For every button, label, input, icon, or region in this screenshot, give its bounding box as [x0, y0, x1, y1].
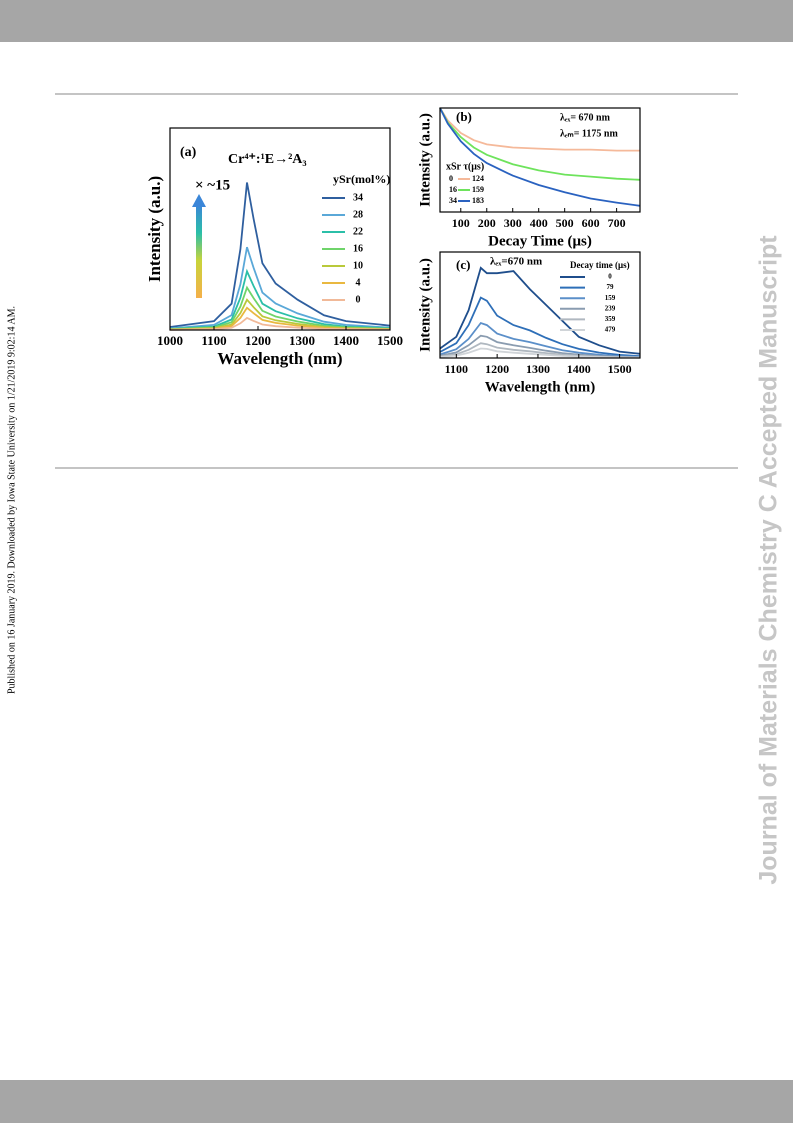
annotation: λₑₓ=670 nm [490, 256, 542, 268]
legend-label: 0 [608, 273, 612, 281]
annotation: λₑₓ= 670 nm [560, 112, 611, 123]
legend-label: 4 [356, 277, 361, 288]
x-tick-label: 1100 [201, 333, 226, 348]
arrow-head [192, 194, 206, 207]
legend-label: 159 [605, 294, 616, 302]
x-tick-label: 300 [504, 216, 522, 230]
series-line [439, 107, 641, 181]
annotation: λₑₘ= 1175 nm [560, 128, 618, 139]
legend-label: 79 [607, 283, 615, 291]
legend-label: 479 [605, 326, 616, 334]
series-line [169, 316, 391, 331]
legend-label: 16 [449, 185, 457, 194]
series-line [439, 107, 641, 207]
x-tick-label: 400 [530, 216, 548, 230]
x-axis-label: Decay Time (μs) [488, 233, 592, 249]
plot-frame [439, 251, 641, 359]
y-axis-label: Intensity (a.u.) [417, 258, 433, 352]
legend-label: 0 [356, 294, 361, 305]
x-tick-label: 1500 [608, 362, 632, 376]
annotation: × ~15 [195, 177, 230, 193]
x-tick-label: 1400 [333, 333, 359, 348]
y-axis-label: Intensity (a.u.) [145, 176, 164, 282]
x-tick-label: 200 [478, 216, 496, 230]
x-tick-label: 1300 [289, 333, 315, 348]
series-line [169, 182, 391, 328]
series-line [439, 321, 641, 358]
legend-tau: 183 [472, 196, 484, 205]
x-tick-label: 1200 [245, 333, 271, 348]
legend-label: 359 [605, 315, 616, 323]
x-tick-label: 1000 [157, 333, 183, 348]
x-axis-label: Wavelength (nm) [485, 379, 595, 395]
x-tick-label: 100 [452, 216, 470, 230]
series-line [439, 107, 640, 152]
legend-title: ySr(mol%) [333, 172, 390, 186]
legend-title: Decay time (μs) [570, 260, 630, 270]
legend-label: 22 [353, 226, 363, 237]
legend-label: 10 [353, 260, 363, 271]
x-tick-label: 1400 [567, 362, 591, 376]
legend-label: 34 [353, 192, 363, 203]
annotation: (a) [180, 145, 197, 160]
legend-label: 28 [353, 209, 363, 220]
header-bar [0, 0, 793, 42]
legend-label: 16 [353, 243, 363, 254]
x-tick-label: 700 [608, 216, 626, 230]
watermark: Journal of Materials Chemistry C Accepte… [755, 235, 783, 885]
legend-tau: 124 [472, 174, 484, 183]
series-line [439, 347, 641, 359]
plot-frame [169, 127, 391, 331]
y-axis-label: Intensity (a.u.) [417, 113, 433, 207]
annotation: (b) [456, 109, 472, 124]
x-tick-label: 1300 [526, 362, 550, 376]
legend-label: 239 [605, 304, 616, 312]
series-line [169, 268, 391, 330]
x-tick-label: 1200 [485, 362, 509, 376]
x-tick-label: 1500 [377, 333, 403, 348]
plot-frame [439, 107, 641, 213]
series-line [169, 306, 391, 331]
x-tick-label: 1100 [445, 362, 468, 376]
annotation: Cr⁴⁺:¹E→²A₃ [228, 152, 307, 167]
legend-label: 34 [449, 196, 457, 205]
series-line [439, 296, 641, 358]
series-line [169, 285, 391, 331]
x-tick-label: 500 [556, 216, 574, 230]
legend-label: 0 [449, 174, 453, 183]
x-axis-label: Wavelength (nm) [217, 349, 342, 368]
side-note: Published on 16 January 2019. Downloaded… [6, 306, 17, 694]
footer-bar [0, 1080, 793, 1123]
legend-tau: 159 [472, 185, 484, 194]
series-line [439, 266, 641, 355]
series-line [169, 246, 391, 330]
annotation: (c) [456, 257, 470, 272]
legend-title: xSr τ(μs) [446, 161, 484, 172]
gradient-arrow [196, 205, 202, 298]
x-tick-label: 600 [582, 216, 600, 230]
